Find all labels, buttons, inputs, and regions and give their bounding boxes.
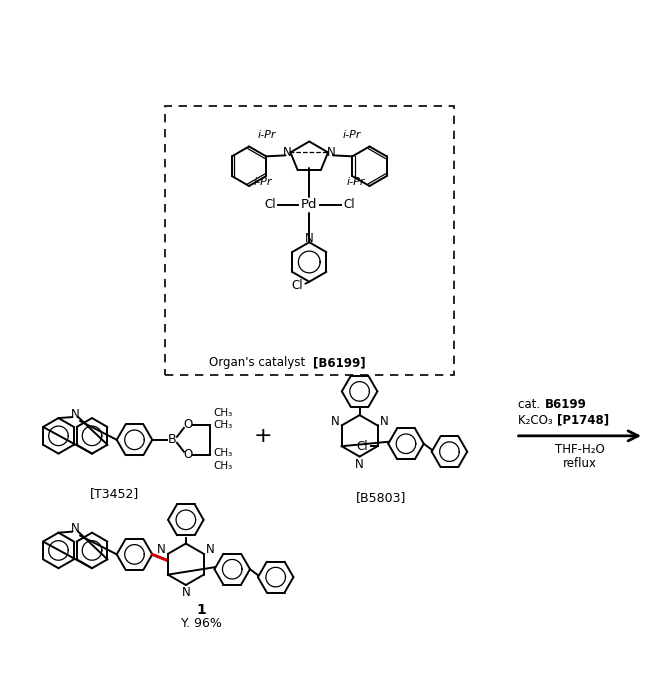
Text: Cl: Cl [356, 440, 367, 453]
FancyBboxPatch shape [165, 106, 455, 375]
Text: CH₃: CH₃ [214, 462, 233, 471]
Text: i-Pr: i-Pr [254, 177, 272, 187]
Text: [B5803]: [B5803] [356, 490, 407, 503]
Text: B6199: B6199 [545, 398, 587, 411]
Text: i-Pr: i-Pr [258, 129, 276, 140]
Text: N: N [71, 408, 79, 421]
Text: N: N [71, 522, 79, 535]
Text: Organ's catalyst: Organ's catalyst [209, 356, 309, 369]
Text: CH₃: CH₃ [214, 447, 233, 458]
Text: Cl: Cl [292, 279, 304, 292]
Text: Pd: Pd [301, 198, 317, 211]
Text: Y. 96%: Y. 96% [181, 617, 222, 630]
Text: N: N [305, 232, 313, 245]
Text: N: N [355, 458, 364, 471]
Text: B: B [168, 434, 176, 447]
Text: +: + [254, 426, 272, 446]
Text: N: N [330, 415, 339, 428]
Text: cat.: cat. [518, 398, 543, 411]
Text: Cl: Cl [264, 198, 275, 211]
Text: N: N [156, 543, 166, 556]
Text: [B6199]: [B6199] [313, 356, 366, 369]
Text: N: N [327, 146, 335, 159]
Text: i-Pr: i-Pr [342, 129, 361, 140]
Text: CH₃: CH₃ [214, 408, 233, 418]
Text: reflux: reflux [563, 457, 597, 470]
Text: THF-H₂O: THF-H₂O [555, 443, 604, 456]
Text: O: O [183, 448, 193, 461]
Text: [P1748]: [P1748] [557, 414, 609, 427]
Text: N: N [181, 586, 191, 599]
Text: [T3452]: [T3452] [90, 486, 139, 499]
Text: Cl: Cl [343, 198, 355, 211]
Text: O: O [183, 419, 193, 432]
Text: K₂CO₃: K₂CO₃ [518, 414, 556, 427]
Text: N: N [283, 146, 292, 159]
Text: N: N [206, 543, 215, 556]
Text: CH₃: CH₃ [214, 420, 233, 430]
Text: 1: 1 [196, 603, 206, 616]
Text: i-Pr: i-Pr [346, 177, 365, 187]
Text: N: N [380, 415, 389, 428]
